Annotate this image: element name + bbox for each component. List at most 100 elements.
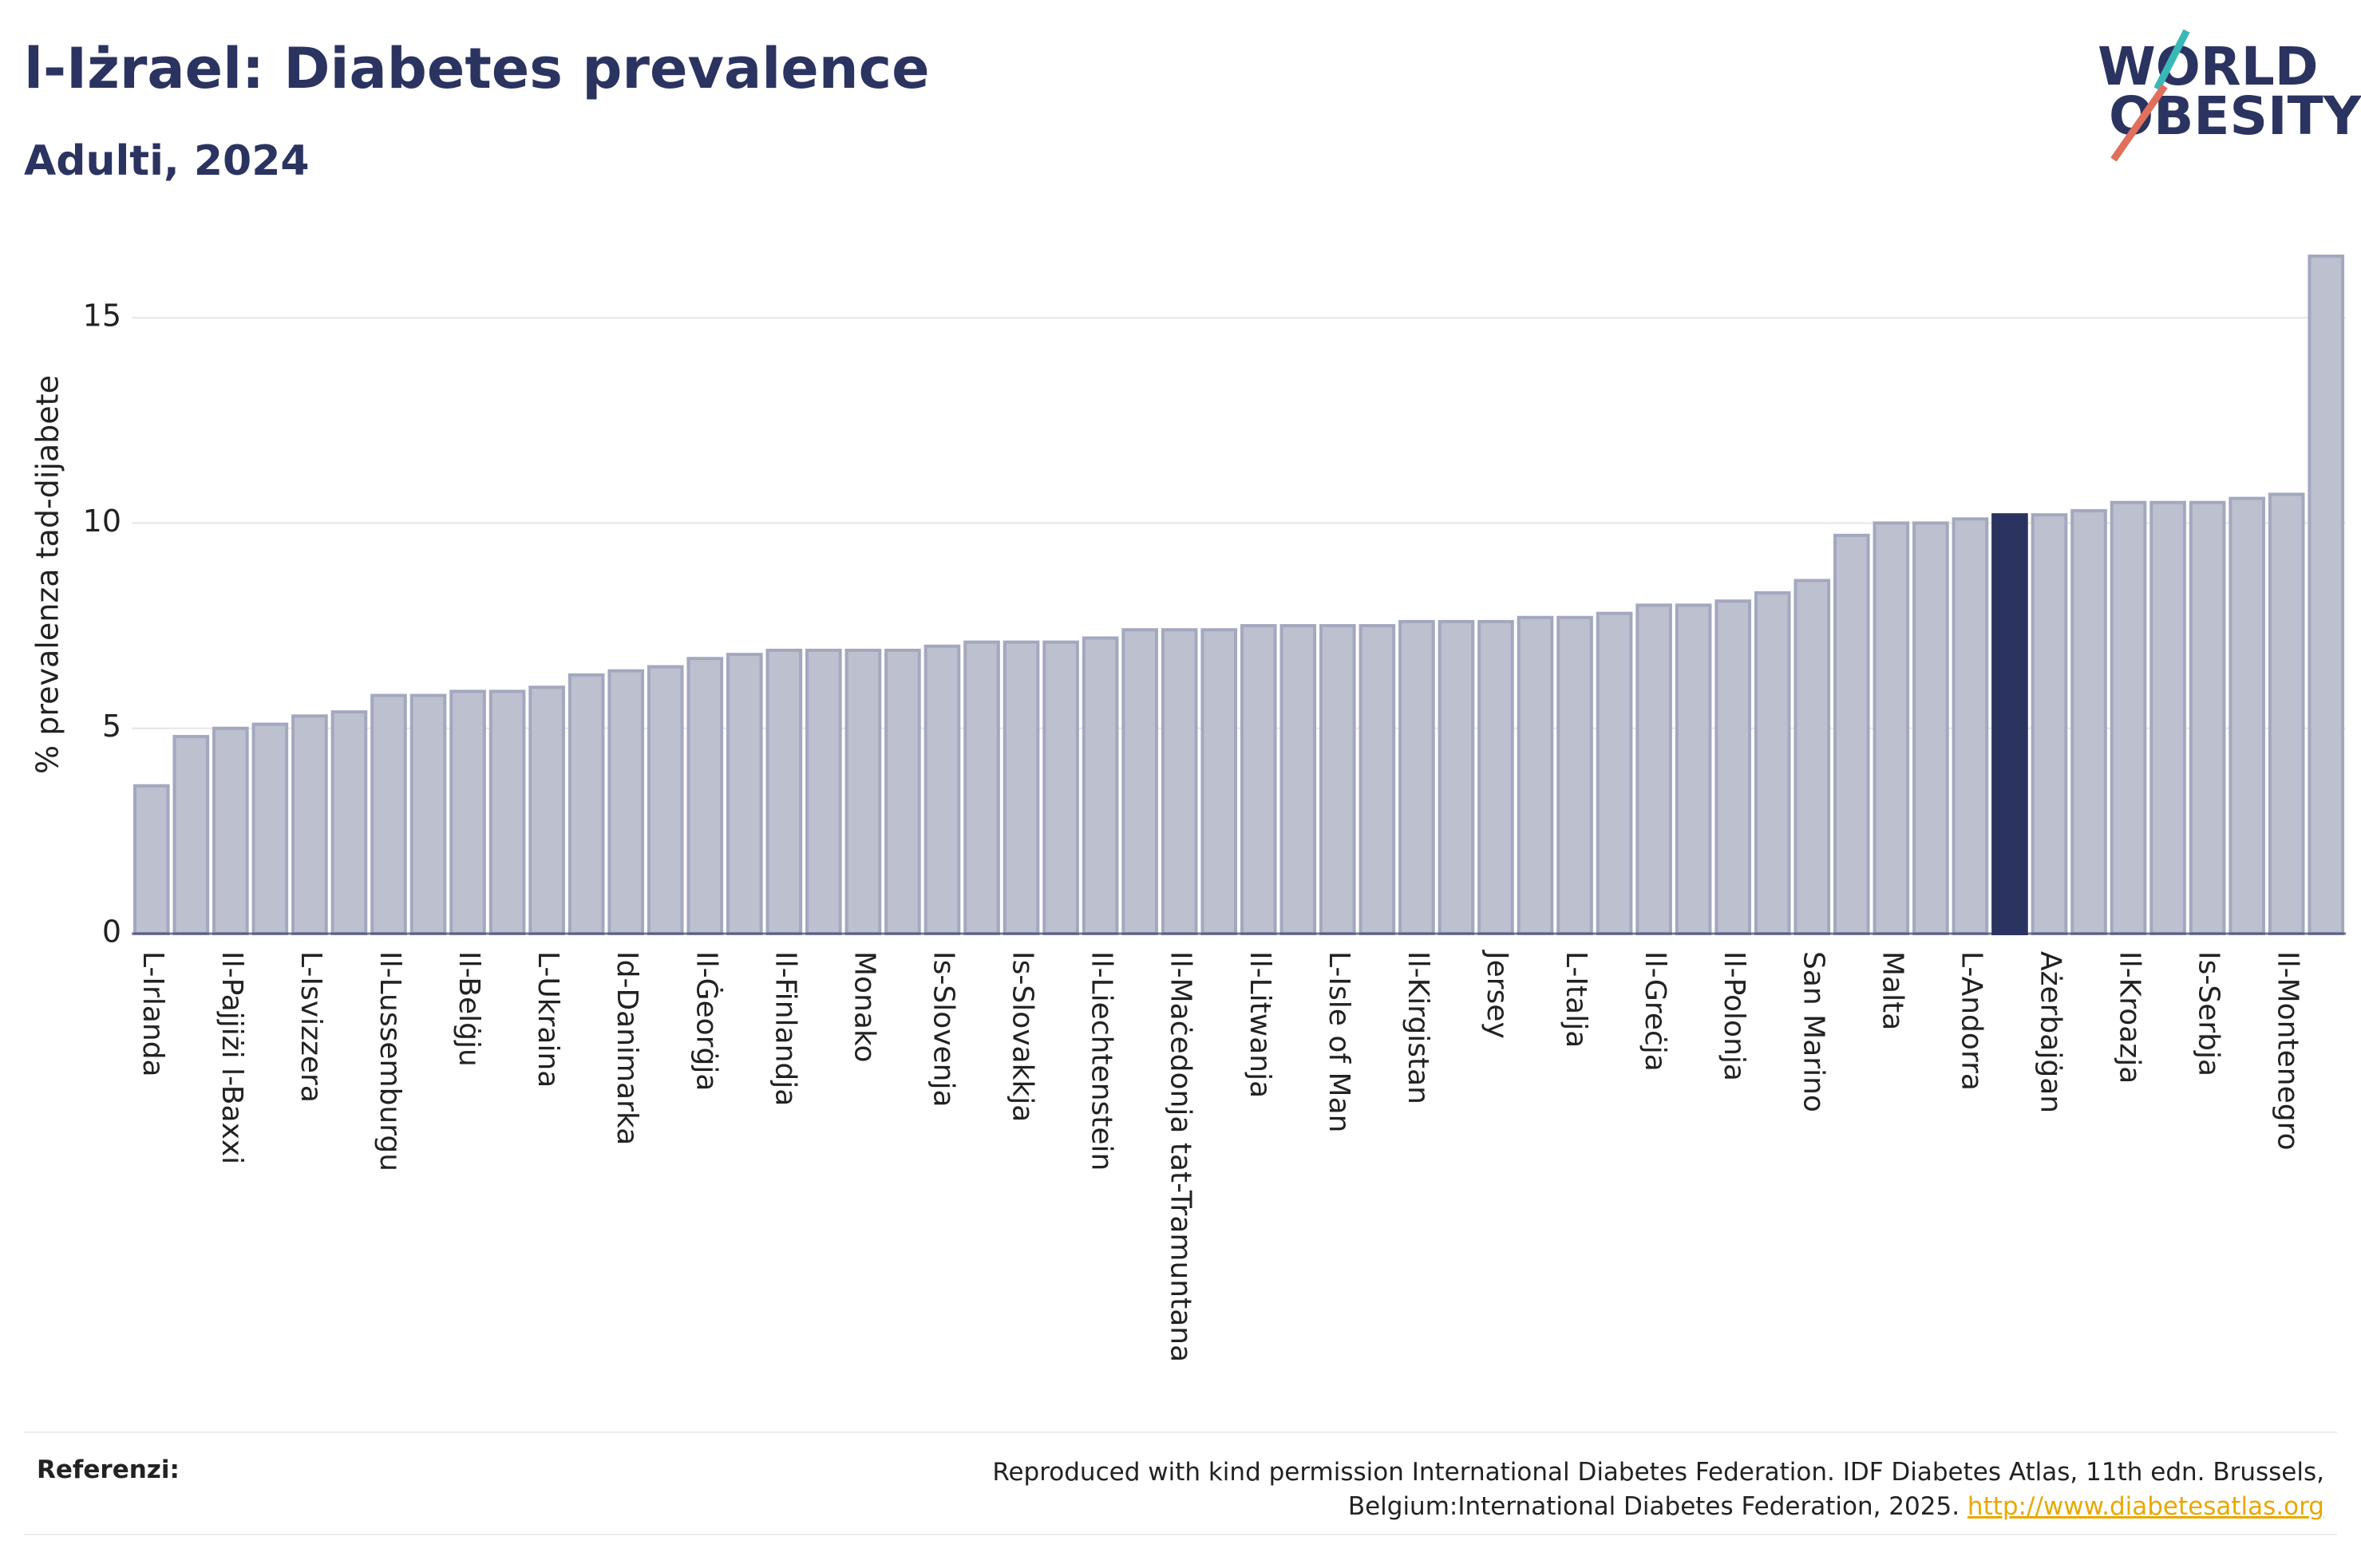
bar — [1240, 624, 1277, 935]
x-tick-label: L-Isle of Man — [1323, 951, 1355, 1132]
bar — [291, 714, 328, 935]
bar — [2149, 500, 2186, 935]
bar — [1912, 521, 1949, 935]
bar — [1991, 513, 2028, 935]
bar — [765, 648, 803, 936]
bar — [1517, 615, 1554, 936]
bar — [132, 784, 170, 936]
bar — [2189, 500, 2226, 935]
chart-subtitle: Adulti, 2024 — [24, 137, 310, 185]
bar — [1042, 640, 1079, 935]
bar — [2031, 513, 2068, 935]
bar — [1161, 628, 1198, 936]
bar — [1556, 615, 1593, 936]
x-tick-label: Malta — [1876, 951, 1908, 1030]
bar — [1200, 628, 1238, 936]
logo-slash — [2110, 84, 2168, 162]
bar — [1279, 624, 1317, 935]
source-text: Reproduced with kind permission Internat… — [992, 1458, 2324, 1521]
x-tick-label: L-Isvizzera — [295, 951, 327, 1103]
bar — [251, 722, 289, 935]
bar — [726, 653, 763, 935]
x-tick-label: San Marino — [1797, 951, 1829, 1112]
bar — [1952, 517, 1989, 935]
x-tick-label: Il-Kroazja — [2114, 951, 2146, 1084]
x-tick-label: Monako — [848, 951, 880, 1063]
bar — [1358, 624, 1396, 935]
x-tick-label: L-Italja — [1560, 951, 1592, 1048]
x-tick-label: Ażerbajġan — [2034, 951, 2066, 1113]
x-tick-label: L-Irlanda — [136, 951, 169, 1077]
bar — [1398, 619, 1435, 935]
x-tick-label: Il-Greċja — [1639, 951, 1671, 1072]
bar — [2229, 496, 2265, 935]
bar — [370, 693, 407, 935]
x-tick-label: Jersey — [1481, 950, 1513, 1039]
source: Reproduced with kind permission Internat… — [728, 1455, 2324, 1524]
bar — [844, 648, 882, 936]
bar — [1477, 619, 1514, 935]
bar — [449, 689, 486, 936]
bar — [1121, 628, 1158, 936]
bar — [1873, 521, 1910, 935]
logo-text: OBESITY — [2109, 85, 2361, 147]
bar — [1082, 636, 1119, 936]
y-axis-label: % prevalenza tad-dijabete — [30, 375, 65, 774]
x-tick-label: L-Andorra — [1955, 951, 1987, 1091]
bar — [805, 648, 842, 936]
x-tick-label: Il-Maċedonja tat-Tramuntana — [1165, 951, 1197, 1362]
bar — [330, 710, 368, 936]
bar — [686, 657, 724, 936]
bar — [2268, 492, 2305, 935]
y-tick-label: 10 — [83, 504, 121, 539]
x-tick-label: Il-Lussemburgu — [374, 951, 406, 1171]
bar — [2070, 509, 2107, 935]
bar — [607, 669, 645, 936]
bar — [1319, 624, 1356, 935]
x-tick-label: Il-Liechtenstein — [1086, 951, 1118, 1171]
bar — [1596, 611, 1633, 935]
x-tick-label: Is-Slovakkja — [1006, 951, 1039, 1122]
bar — [1833, 533, 1870, 936]
bar — [528, 685, 565, 935]
bar — [1003, 640, 1040, 935]
x-tick-label: Il-Polonja — [1718, 951, 1750, 1081]
bar — [212, 726, 249, 935]
x-tick-label: Il-Ġeorġja — [690, 951, 723, 1091]
logo-text: WORLD — [2098, 36, 2319, 97]
bar — [1438, 619, 1475, 935]
y-tick-label: 0 — [102, 914, 121, 950]
x-tick-label: Il-Kirgistan — [1402, 951, 1434, 1104]
bar — [884, 648, 921, 936]
bar — [172, 735, 210, 935]
bar — [568, 673, 605, 935]
x-tick-label: Il-Litwanja — [1244, 951, 1276, 1098]
x-tick-label: Il-Belġju — [453, 951, 485, 1067]
bar — [2308, 255, 2345, 935]
footer: Referenzi: Reproduced with kind permissi… — [24, 1432, 2337, 1535]
bar — [488, 689, 526, 936]
chart-title: l-Iżrael: Diabetes prevalence — [24, 36, 930, 101]
x-tick-label: Is-Slovenja — [927, 951, 959, 1108]
logo-slash — [2153, 29, 2190, 91]
bar — [409, 693, 447, 935]
y-tick-label: 5 — [102, 709, 121, 744]
y-tick-label: 15 — [83, 298, 121, 334]
x-tick-label: Id-Danimarka — [611, 951, 643, 1145]
logo: WORLD OBESITY — [2098, 29, 2361, 162]
x-tick-label: Is-Serbja — [2193, 951, 2225, 1076]
x-tick-label: Il-Finlandja — [769, 951, 801, 1106]
references-label: Referenzi: — [37, 1455, 180, 1484]
bar — [1675, 603, 1712, 935]
bar — [1793, 579, 1831, 935]
x-tick-label: Il-Pajjiżi l-Baxxi — [216, 951, 248, 1164]
x-tick-label: Il-Montenegro — [2272, 951, 2304, 1151]
bar — [2110, 500, 2147, 935]
bar — [1714, 599, 1752, 935]
source-link[interactable]: http://www.diabetesatlas.org — [1967, 1492, 2324, 1521]
bar — [963, 640, 1000, 935]
bar — [1635, 603, 1672, 935]
bar — [923, 644, 961, 935]
